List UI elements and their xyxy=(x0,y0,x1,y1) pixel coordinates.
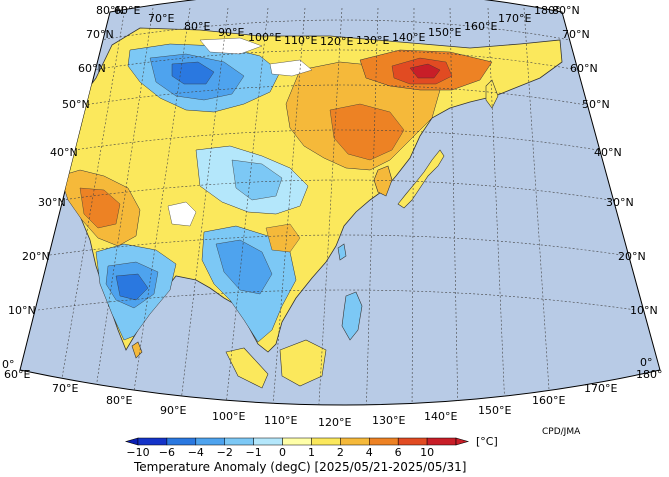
right-lat-label: 80°N xyxy=(552,4,580,17)
colorbar-swatch xyxy=(253,437,283,446)
colorbar-tick-label: 1 xyxy=(308,446,315,459)
colorbar: −10 −6 −4 −2 −1 0 1 2 4 6 10[°C] xyxy=(124,435,498,459)
no-data-arctic-east xyxy=(269,59,313,77)
colorbar-swatch xyxy=(166,437,197,446)
colorbar-tick-label: −6 xyxy=(159,446,175,459)
no-data-arctic xyxy=(199,37,263,55)
top-lon-label: 110°E xyxy=(284,34,317,47)
top-lon-label: 130°E xyxy=(356,34,389,47)
left-lat-labels: 80°N 70°N 60°N 50°N 40°N 30°N 20°N 10°N … xyxy=(2,4,124,371)
colorbar-swatch xyxy=(340,437,370,446)
right-lat-label: 70°N xyxy=(562,28,590,41)
bottom-lon-label: 170°E xyxy=(584,382,617,395)
top-lon-label: 120°E xyxy=(320,35,353,48)
right-lat-label: 60°N xyxy=(570,62,598,75)
top-lon-label: 140°E xyxy=(392,31,425,44)
cool-anomaly-indochina-core xyxy=(215,239,273,295)
right-lat-labels: 80°N 70°N 60°N 50°N 40°N 30°N 20°N 10°N … xyxy=(552,4,658,369)
cool-anomaly-central xyxy=(231,159,283,201)
right-lat-label: 20°N xyxy=(618,250,646,263)
colorbar-min-arrow xyxy=(124,437,139,446)
bottom-lon-label: 150°E xyxy=(478,404,511,417)
top-lon-label: 70°E xyxy=(148,12,174,25)
top-lon-label: 150°E xyxy=(428,26,461,39)
left-lat-label: 30°N xyxy=(38,196,66,209)
colorbar-swatch xyxy=(137,437,168,446)
left-lat-label: 0° xyxy=(2,358,15,371)
bottom-lon-label: 100°E xyxy=(212,410,245,423)
cool-anomaly-siberia-deep xyxy=(171,61,215,85)
bottom-lon-label: 110°E xyxy=(264,414,297,427)
colorbar-swatch xyxy=(369,437,399,446)
bottom-lon-label: 140°E xyxy=(424,410,457,423)
graticule xyxy=(37,7,637,405)
warm-spot-south-china xyxy=(265,223,301,253)
top-lon-label: 90°E xyxy=(218,26,244,39)
sumatra xyxy=(225,347,269,389)
colorbar-tick-label: 2 xyxy=(337,446,344,459)
colorbar-tick-label: −2 xyxy=(217,446,233,459)
islands-layer xyxy=(131,79,499,389)
bottom-lon-label: 120°E xyxy=(318,416,351,429)
right-lat-label: 10°N xyxy=(630,304,658,317)
colorbar-swatch xyxy=(397,437,428,446)
right-lat-label: 50°N xyxy=(582,98,610,111)
bottom-lon-labels: 60°E 70°E 80°E 90°E 100°E 110°E 120°E 13… xyxy=(4,368,663,429)
top-lon-label: 160°E xyxy=(464,20,497,33)
left-lat-label: 10°N xyxy=(8,304,36,317)
right-lat-label: 30°N xyxy=(606,196,634,209)
top-lon-labels: 60°E 70°E 80°E 90°E 100°E 110°E 120°E 13… xyxy=(114,4,561,48)
colorbar-swatch xyxy=(282,437,312,446)
no-data-tibet xyxy=(167,201,197,227)
bottom-lon-label: 180° xyxy=(636,368,663,381)
top-lon-label: 170°E xyxy=(498,12,531,25)
colorbar-tick-label: 10 xyxy=(420,446,434,459)
taiwan xyxy=(337,243,347,261)
credit-text: CPD/JMA xyxy=(542,427,581,437)
strongest-warm-core xyxy=(409,63,441,79)
bottom-lon-label: 130°E xyxy=(372,414,405,427)
warm-anomaly-west-core xyxy=(79,187,121,229)
top-lon-label: 80°E xyxy=(184,20,210,33)
map-caption: Temperature Anomaly (degC) [2025/05/21-2… xyxy=(133,460,466,474)
colorbar-tick-label: 6 xyxy=(395,446,402,459)
philippines xyxy=(341,291,363,341)
left-lat-label: 70°N xyxy=(86,28,114,41)
colorbar-swatch xyxy=(426,437,457,446)
colorbar-tick-label: −10 xyxy=(126,446,149,459)
colorbar-unit: [°C] xyxy=(476,435,498,448)
bottom-lon-label: 80°E xyxy=(106,394,132,407)
bottom-lon-label: 160°E xyxy=(532,394,565,407)
bottom-lon-label: 90°E xyxy=(160,404,186,417)
right-lat-label: 40°N xyxy=(594,146,622,159)
borneo xyxy=(279,339,327,387)
left-lat-label: 20°N xyxy=(22,250,50,263)
japan-islands xyxy=(397,149,445,209)
left-lat-label: 60°N xyxy=(78,62,106,75)
warm-anomaly-china-east xyxy=(329,103,405,161)
bottom-lon-label: 70°E xyxy=(52,382,78,395)
colorbar-tick-label: −4 xyxy=(188,446,204,459)
cool-anomaly-india-deep xyxy=(115,273,149,301)
colorbar-tick-label: 4 xyxy=(366,446,373,459)
right-lat-label: 0° xyxy=(640,356,653,369)
colorbar-swatch xyxy=(224,437,254,446)
bottom-lon-label: 60°E xyxy=(4,368,30,381)
left-lat-label: 50°N xyxy=(62,98,90,111)
colorbar-tick-label: 0 xyxy=(279,446,286,459)
top-lon-label: 180° xyxy=(534,4,561,17)
top-lon-label: 100°E xyxy=(248,31,281,44)
colorbar-tick-label: −1 xyxy=(246,446,262,459)
left-lat-label: 80°N xyxy=(96,4,124,17)
colorbar-swatch xyxy=(195,437,225,446)
colorbar-max-arrow xyxy=(455,437,470,446)
top-lon-label: 60°E xyxy=(114,4,140,17)
left-lat-label: 40°N xyxy=(50,146,78,159)
colorbar-swatch xyxy=(311,437,341,446)
land-anomaly-layer xyxy=(49,27,563,353)
